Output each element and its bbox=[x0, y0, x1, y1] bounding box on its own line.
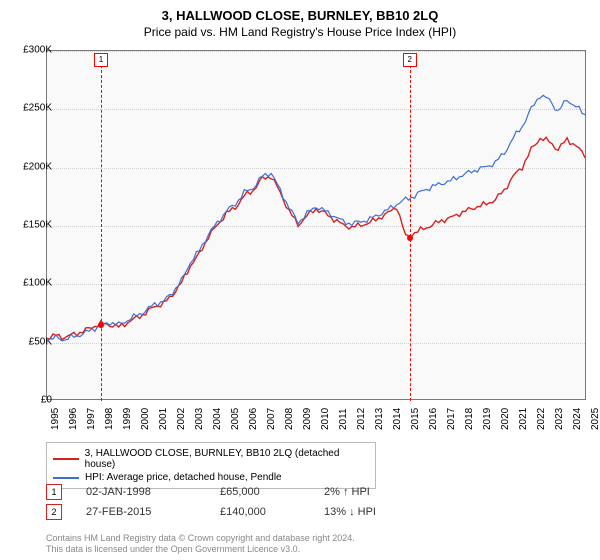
x-axis-label: 2016 bbox=[428, 408, 439, 430]
x-axis-label: 2014 bbox=[392, 408, 403, 430]
x-axis-label: 2020 bbox=[500, 408, 511, 430]
series-line bbox=[47, 137, 585, 339]
x-axis-label: 2001 bbox=[158, 408, 169, 430]
x-axis-label: 2011 bbox=[338, 408, 349, 430]
sale-date: 02-JAN-1998 bbox=[86, 486, 196, 498]
x-axis-label: 1999 bbox=[122, 408, 133, 430]
x-axis-label: 2025 bbox=[590, 408, 600, 430]
x-axis-label: 2007 bbox=[266, 408, 277, 430]
x-axis-label: 2000 bbox=[140, 408, 151, 430]
y-axis-label: £250K bbox=[12, 103, 52, 114]
x-axis-label: 2005 bbox=[230, 408, 241, 430]
x-axis-label: 1998 bbox=[104, 408, 115, 430]
y-axis-label: £100K bbox=[12, 278, 52, 289]
x-axis-label: 2019 bbox=[482, 408, 493, 430]
x-axis-label: 2004 bbox=[212, 408, 223, 430]
sale-row-badge: 1 bbox=[46, 484, 62, 500]
y-axis-label: £150K bbox=[12, 220, 52, 231]
sale-price: £140,000 bbox=[220, 506, 300, 518]
x-axis-label: 2023 bbox=[554, 408, 565, 430]
sale-marker-dot bbox=[98, 322, 104, 328]
sale-delta: 2% ↑ HPI bbox=[324, 486, 370, 498]
sale-delta: 13% ↓ HPI bbox=[324, 506, 376, 518]
series-line bbox=[47, 95, 585, 341]
sale-row: 1 02-JAN-1998 £65,000 2% ↑ HPI bbox=[46, 484, 370, 500]
sale-row: 2 27-FEB-2015 £140,000 13% ↓ HPI bbox=[46, 504, 376, 520]
legend-item: 3, HALLWOOD CLOSE, BURNLEY, BB10 2LQ (de… bbox=[53, 447, 369, 471]
x-axis-label: 2018 bbox=[464, 408, 475, 430]
x-axis-label: 2024 bbox=[572, 408, 583, 430]
x-axis-label: 2012 bbox=[356, 408, 367, 430]
x-axis-label: 1996 bbox=[68, 408, 79, 430]
x-axis-label: 2003 bbox=[194, 408, 205, 430]
legend-swatch bbox=[53, 477, 79, 479]
chart-subtitle: Price paid vs. HM Land Registry's House … bbox=[0, 23, 600, 43]
footer-line-1: Contains HM Land Registry data © Crown c… bbox=[46, 533, 355, 545]
y-axis-label: £0 bbox=[12, 395, 52, 406]
line-series-svg bbox=[47, 51, 585, 399]
x-axis-label: 1997 bbox=[86, 408, 97, 430]
x-axis-label: 2006 bbox=[248, 408, 259, 430]
footer-attribution: Contains HM Land Registry data © Crown c… bbox=[46, 533, 355, 556]
chart-title: 3, HALLWOOD CLOSE, BURNLEY, BB10 2LQ bbox=[0, 0, 600, 23]
y-axis-label: £200K bbox=[12, 161, 52, 172]
footer-line-2: This data is licensed under the Open Gov… bbox=[46, 544, 355, 556]
x-axis-label: 2013 bbox=[374, 408, 385, 430]
legend-swatch bbox=[53, 458, 79, 460]
y-axis-label: £300K bbox=[12, 45, 52, 56]
sale-marker-badge: 2 bbox=[403, 53, 417, 67]
legend-label: 3, HALLWOOD CLOSE, BURNLEY, BB10 2LQ (de… bbox=[85, 448, 369, 470]
plot-area: 12 bbox=[46, 50, 586, 400]
x-axis-label: 2009 bbox=[302, 408, 313, 430]
legend: 3, HALLWOOD CLOSE, BURNLEY, BB10 2LQ (de… bbox=[46, 442, 376, 489]
x-axis-label: 1995 bbox=[50, 408, 61, 430]
chart-container: 3, HALLWOOD CLOSE, BURNLEY, BB10 2LQ Pri… bbox=[0, 0, 600, 560]
sale-marker-badge: 1 bbox=[94, 53, 108, 67]
sale-date: 27-FEB-2015 bbox=[86, 506, 196, 518]
x-axis-label: 2002 bbox=[176, 408, 187, 430]
x-axis-label: 2017 bbox=[446, 408, 457, 430]
x-axis-label: 2021 bbox=[518, 408, 529, 430]
x-axis-label: 2010 bbox=[320, 408, 331, 430]
legend-label: HPI: Average price, detached house, Pend… bbox=[85, 472, 282, 483]
sale-marker-dot bbox=[407, 235, 413, 241]
x-axis-label: 2022 bbox=[536, 408, 547, 430]
sale-row-badge: 2 bbox=[46, 504, 62, 520]
x-axis-label: 2015 bbox=[410, 408, 421, 430]
sale-price: £65,000 bbox=[220, 486, 300, 498]
x-axis-label: 2008 bbox=[284, 408, 295, 430]
legend-item: HPI: Average price, detached house, Pend… bbox=[53, 471, 369, 484]
y-axis-label: £50K bbox=[12, 336, 52, 347]
